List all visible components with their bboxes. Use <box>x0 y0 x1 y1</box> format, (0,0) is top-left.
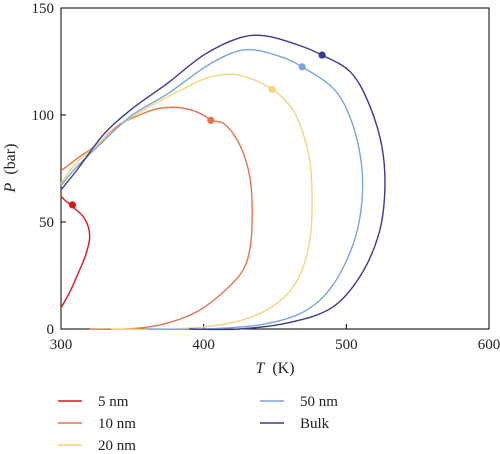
x-axis-unit: (K) <box>272 360 294 377</box>
legend-label-bulk: Bulk <box>300 416 330 432</box>
y-tick-label: 50 <box>39 215 54 231</box>
critical-point-5-nm <box>68 201 77 209</box>
x-tick-label: 600 <box>478 337 500 353</box>
x-tick-label: 500 <box>335 337 358 353</box>
series-line-50-nm <box>60 48 364 331</box>
y-tick-label: 100 <box>32 108 55 124</box>
y-tick-label: 0 <box>47 322 55 338</box>
x-axis-var: T <box>255 360 265 377</box>
series-line-10-nm <box>60 106 253 331</box>
legend-label-5-nm: 5 nm <box>98 394 129 410</box>
y-axis-label: P (bar) <box>2 144 19 194</box>
series-group <box>60 34 386 331</box>
x-tick-label: 400 <box>192 337 215 353</box>
y-tick-label: 150 <box>32 1 55 17</box>
series-line-5-nm <box>60 195 91 308</box>
critical-point-20-nm <box>268 85 276 93</box>
x-axis-label: T (K) <box>255 360 294 377</box>
ticks: 300 400 500 600 0 50 100 150 <box>32 1 500 353</box>
plot-frame <box>60 7 490 330</box>
x-tick-label: 300 <box>50 337 73 353</box>
series-line-bulk <box>60 34 386 331</box>
legend: 5 nm 10 nm 20 nm 50 nm Bulk <box>58 394 338 454</box>
legend-label-20-nm: 20 nm <box>98 438 136 454</box>
critical-point-10-nm <box>207 116 215 124</box>
legend-label-10-nm: 10 nm <box>98 416 136 432</box>
y-axis-var: P <box>2 182 19 193</box>
y-axis-unit: (bar) <box>2 144 19 175</box>
critical-point-50-nm <box>298 63 306 71</box>
legend-label-50-nm: 50 nm <box>300 394 338 410</box>
series-line-20-nm <box>60 73 313 331</box>
critical-point-bulk <box>318 51 326 59</box>
